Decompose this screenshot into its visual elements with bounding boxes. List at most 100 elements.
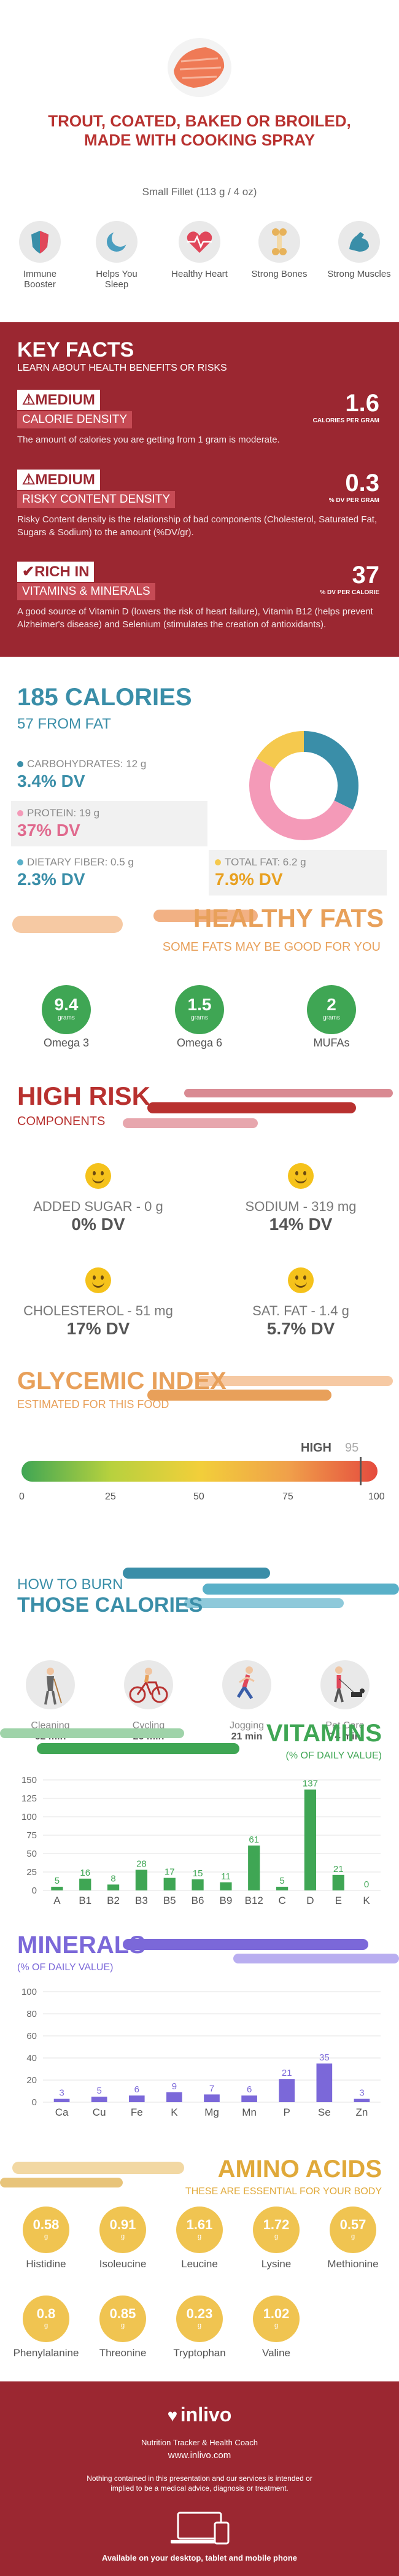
vitamin-value-label: 15 [193, 1868, 203, 1879]
mineral-y-tick: 100 [21, 1987, 37, 1997]
vitamin-category-label: C [278, 1895, 285, 1906]
vitamin-y-tick: 100 [21, 1812, 37, 1822]
healthy-fats-title: HEALTHY FATS [193, 903, 384, 932]
brand-name: inlivo [180, 2404, 232, 2426]
vitamin-value-label: 16 [80, 1868, 90, 1878]
vitamin-y-tick: 25 [26, 1867, 37, 1878]
platforms-note: Available on your desktop, tablet and mo… [101, 2553, 298, 2562]
mineral-value-label: 7 [209, 2083, 214, 2094]
mineral-bar [53, 2098, 70, 2102]
vitamin-value-label: 17 [165, 1867, 175, 1878]
bone-icon [258, 221, 300, 263]
pet-care-icon [320, 1660, 370, 1709]
mineral-value-label: 3 [359, 2088, 364, 2098]
mineral-value-label: 5 [96, 2086, 101, 2096]
mineral-y-tick: 80 [26, 2009, 37, 2019]
moon-icon [96, 221, 138, 263]
check-icon: ✔RICH IN [17, 562, 95, 582]
heartbeat-icon [179, 221, 220, 263]
website-link[interactable]: www.inlivo.com [168, 2450, 231, 2461]
amino-acid-leucine: 1.61 g Leucine [160, 2207, 239, 2270]
mineral-category-label: Se [318, 2106, 331, 2118]
macro-donut-chart [249, 731, 358, 840]
vitamin-bar [332, 1874, 344, 1890]
vitamin-category-label: B2 [107, 1895, 120, 1906]
mineral-category-label: K [171, 2106, 178, 2118]
amino-acid-histidine: 0.58 g Histidine [6, 2207, 86, 2270]
mineral-bar [354, 2098, 370, 2102]
jogging-icon [222, 1660, 271, 1709]
macro-total-fat: TOTAL FAT: 6.2 g 7.9% DV [209, 850, 387, 895]
vitamin-bar [135, 1870, 148, 1890]
amino-acid-phenylalanine: 0.8 g Phenylalanine [6, 2296, 86, 2359]
macro-protein: PROTEIN: 19 g 37% DV [11, 801, 207, 846]
vitamin-bar [79, 1878, 91, 1890]
mineral-category-label: Ca [55, 2106, 69, 2118]
key-fact-risky-content: ⚠MEDIUM RISKY CONTENT DENSITY 0.3% DV PE… [17, 470, 379, 538]
risk-sodium: SODIUM - 319 mg 14% DV [209, 1163, 393, 1234]
benefit-sleep: Helps You Sleep [83, 221, 150, 290]
vitamin-bar [107, 1884, 120, 1890]
mineral-value-label: 35 [319, 2052, 330, 2063]
fat-omega-3: 9.4 grams Omega 3 [29, 985, 103, 1050]
amino-acid-threonine: 0.85 g Threonine [83, 2296, 163, 2359]
benefit-muscles: Strong Muscles [325, 221, 393, 279]
amino-acid-valine: 1.02 g Valine [236, 2296, 316, 2359]
trout-fillet-image [168, 38, 231, 97]
mineral-y-tick: 20 [26, 2075, 37, 2086]
mineral-y-tick: 0 [32, 2097, 37, 2108]
cycling-icon [124, 1660, 173, 1709]
minerals-title: MINERALS [17, 1932, 145, 1959]
mineral-category-label: P [284, 2106, 290, 2118]
vitamin-value-label: 61 [249, 1835, 259, 1845]
vitamin-bar [192, 1879, 204, 1890]
mineral-bar [128, 2095, 145, 2102]
vitamin-value-label: 21 [333, 1864, 344, 1874]
donut-slice-fat [249, 731, 358, 840]
mineral-y-tick: 40 [26, 2053, 37, 2064]
happy-face-icon [85, 1163, 111, 1189]
vitamin-category-label: E [335, 1895, 342, 1906]
vitamins-section: VITAMINS (% OF DAILY VALUE) 0 25 50 75 100 12… [0, 1712, 399, 1915]
key-facts-subtitle: LEARN ABOUT HEALTH BENEFITS OR RISKS [17, 363, 227, 373]
high-risk-subtitle: COMPONENTS [17, 1115, 106, 1128]
donut-slice-protein [249, 731, 358, 840]
minerals-section: MINERALS (% OF DAILY VALUE) 0 20 40 60 80 100… [0, 1924, 399, 2133]
mineral-category-label: Mn [242, 2106, 257, 2118]
disclaimer: Nothing contained in this presentation a… [87, 2474, 312, 2493]
vitamin-bar [276, 1887, 289, 1890]
vitamins-title: VITAMINS [266, 1720, 382, 1747]
benefit-immune: Immune Booster [6, 221, 74, 290]
glycemic-scale-bar [21, 1461, 378, 1482]
amino-acids-section: AMINO ACIDS THESE ARE ESSENTIAL FOR YOUR… [0, 2148, 399, 2381]
vitamin-bar [220, 1882, 232, 1890]
vitamins-subtitle: (% OF DAILY VALUE) [285, 1750, 382, 1761]
burn-title-line2: THOSE CALORIES [17, 1593, 203, 1617]
vitamin-value-label: 0 [364, 1879, 369, 1890]
mineral-bar [316, 2064, 333, 2102]
fat-mufas: 2 grams MUFAs [295, 985, 368, 1050]
activity-cleaning: Cleaning 62 min [14, 1660, 87, 1742]
activity-pet-care: Pet Care 74 min [308, 1660, 382, 1742]
calories-title: 185 CALORIES [17, 684, 192, 711]
vitamin-category-label: B6 [192, 1895, 204, 1906]
vitamin-y-tick: 0 [32, 1886, 37, 1896]
vitamin-bar [163, 1878, 176, 1890]
vitamin-y-tick: 125 [21, 1793, 37, 1804]
high-risk-section: HIGH RISK COMPONENTS ADDED SUGAR - 0 g 0… [0, 1080, 399, 1363]
amino-acid-methionine: 0.57 g Methionine [313, 2207, 393, 2270]
cleaning-icon [26, 1660, 75, 1709]
mineral-value-label: 9 [172, 2081, 177, 2092]
vitamin-category-label: B12 [245, 1895, 263, 1906]
macro-dietary-fiber: DIETARY FIBER: 0.5 g 2.3% DV [17, 856, 134, 889]
vitamin-category-label: B1 [79, 1895, 91, 1906]
amino-acid-tryptophan: 0.23 g Tryptophan [160, 2296, 239, 2359]
vitamin-value-label: 137 [303, 1779, 318, 1789]
vitamin-category-label: B9 [220, 1895, 233, 1906]
mineral-value-label: 6 [247, 2084, 252, 2095]
smile-face-icon [85, 1267, 111, 1293]
mineral-bar [204, 2094, 220, 2102]
amino-acid-lysine: 1.72 g Lysine [236, 2207, 316, 2270]
mineral-bar [241, 2095, 257, 2102]
risk-cholesterol: CHOLESTEROL - 51 mg 17% DV [6, 1267, 190, 1339]
